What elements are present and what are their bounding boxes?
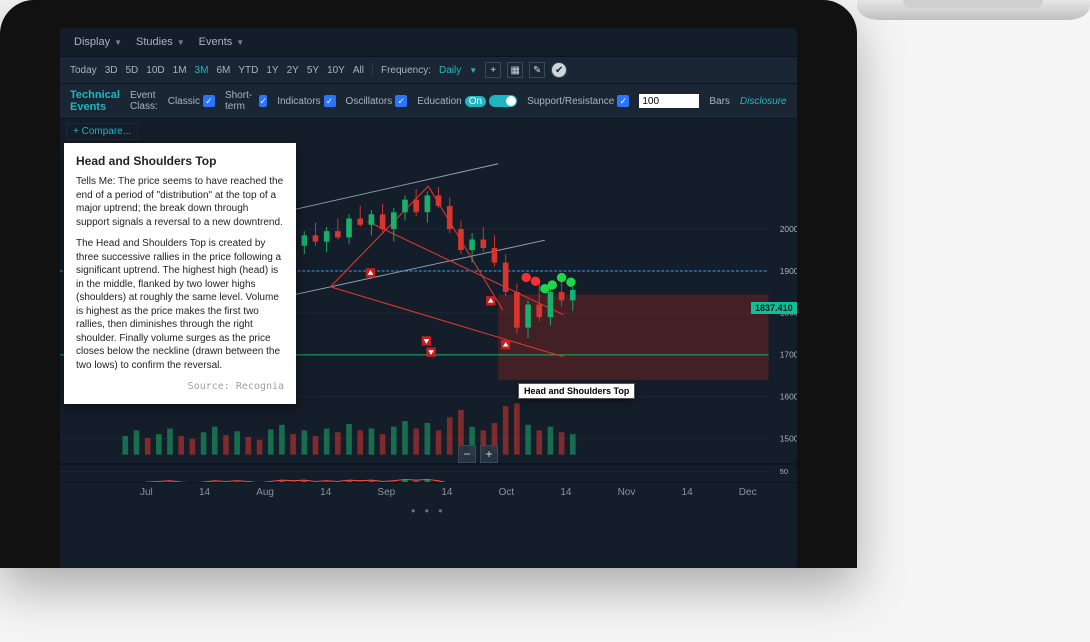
range-3d[interactable]: 3D [105, 65, 118, 76]
svg-text:1500: 1500 [780, 434, 797, 444]
chart-tooltip: Head and Shoulders Top [518, 383, 635, 399]
last-price-tag: 1837.410 [751, 302, 797, 314]
compare-button[interactable]: + Compare... [66, 123, 138, 140]
check-tool-icon[interactable]: ✔ [551, 62, 567, 78]
frequency-value[interactable]: Daily [439, 65, 461, 76]
range-toolbar: Today 3D 5D 10D 1M 3M 6M YTD 1Y 2Y 5Y 10Y All Frequen… [60, 57, 797, 84]
square-tool-icon[interactable]: ▦ [507, 62, 523, 78]
range-5y[interactable]: 5Y [307, 65, 319, 76]
popup-paragraph: Tells Me: The price seems to have reache… [76, 175, 284, 229]
education-toggle[interactable]: EducationOn [417, 95, 517, 107]
xaxis-label: Dec [739, 487, 757, 498]
filter-oscillators[interactable]: Oscillators✓ [346, 95, 408, 107]
pattern-info-popup: Head and Shoulders Top Tells Me: The pri… [64, 143, 296, 404]
pencil-tool-icon[interactable]: ✎ [529, 62, 545, 78]
sr-unit-label: Bars [709, 96, 730, 107]
resize-handle-icon[interactable]: • • • [60, 502, 797, 520]
event-class-label: Event Class: [130, 90, 158, 112]
footer-area [60, 520, 797, 568]
svg-text:50: 50 [780, 467, 788, 476]
frequency-caret-icon[interactable]: ▼ [469, 66, 477, 75]
xaxis-label: Jul [140, 487, 153, 498]
options-bar: Technical Events Event Class: Classic✓ Shor… [60, 84, 797, 119]
sr-bars-input[interactable] [639, 94, 699, 108]
xaxis-label: Sep [377, 487, 395, 498]
chart-area[interactable]: 200019001800170016001500500-50-27.38 + C… [60, 119, 797, 482]
xaxis-label: 14 [199, 487, 210, 498]
range-1m[interactable]: 1M [173, 65, 187, 76]
menubar: Display▼ Studies▼ Events▼ [60, 28, 797, 57]
zoom-in-button[interactable]: + [480, 445, 498, 463]
disclosure-link[interactable]: Disclosure [740, 96, 787, 107]
xaxis-label: Nov [618, 487, 636, 498]
support-resistance-control[interactable]: Support/Resistance✓ [527, 95, 629, 107]
zoom-controls: − + [458, 445, 498, 463]
xaxis-label: 14 [560, 487, 571, 498]
frequency-label: Frequency: [381, 65, 431, 76]
xaxis-label: 14 [441, 487, 452, 498]
range-5d[interactable]: 5D [125, 65, 138, 76]
popup-title: Head and Shoulders Top [76, 153, 284, 169]
xaxis-label: 14 [320, 487, 331, 498]
range-10y[interactable]: 10Y [327, 65, 345, 76]
popup-source: Source: Recognia [76, 380, 284, 394]
xaxis-label: Aug [256, 487, 274, 498]
svg-text:1600: 1600 [780, 392, 797, 402]
svg-text:1700: 1700 [780, 350, 797, 360]
filter-classic[interactable]: Classic✓ [168, 95, 215, 107]
range-1y[interactable]: 1Y [266, 65, 278, 76]
svg-text:1900: 1900 [780, 266, 797, 276]
range-3m[interactable]: 3M [195, 65, 209, 76]
range-10d[interactable]: 10D [146, 65, 164, 76]
popup-paragraph: The Head and Shoulders Top is created by… [76, 237, 284, 372]
range-2y[interactable]: 2Y [287, 65, 299, 76]
range-today[interactable]: Today [70, 65, 97, 76]
range-ytd[interactable]: YTD [238, 65, 258, 76]
technical-events-label[interactable]: Technical Events [70, 89, 120, 113]
range-all[interactable]: All [353, 65, 364, 76]
range-6m[interactable]: 6M [216, 65, 230, 76]
time-axis: Jul 14 Aug 14 Sep 14 Oct 14 Nov 14 Dec [60, 482, 797, 502]
menu-studies[interactable]: Studies▼ [132, 34, 189, 50]
svg-text:2000: 2000 [780, 224, 797, 234]
filter-indicators[interactable]: Indicators✓ [277, 95, 335, 107]
xaxis-label: Oct [499, 487, 515, 498]
plus-tool-icon[interactable]: + [485, 62, 501, 78]
menu-events[interactable]: Events▼ [195, 34, 249, 50]
zoom-out-button[interactable]: − [458, 445, 476, 463]
filter-shortterm[interactable]: Short-term✓ [225, 90, 267, 112]
menu-display[interactable]: Display▼ [70, 34, 126, 50]
xaxis-label: 14 [682, 487, 693, 498]
